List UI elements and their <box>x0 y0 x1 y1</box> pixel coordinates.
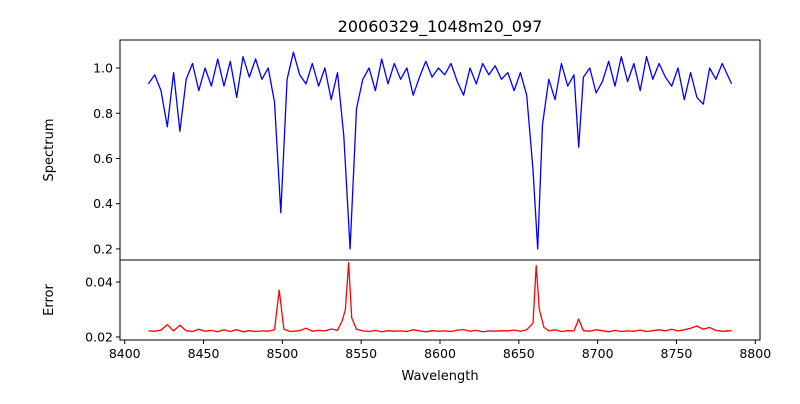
spectrum-ylabel: Spectrum <box>42 119 57 182</box>
y-tick-label: 1.0 <box>93 61 113 76</box>
x-tick-label: 8650 <box>503 346 535 361</box>
spectrum-axes: 0.2 0.4 0.6 0.8 1.0 <box>93 39 761 261</box>
spectrum-line <box>147 51 733 250</box>
y-tick-label: 0.8 <box>93 106 113 121</box>
axes-frame <box>119 259 761 341</box>
y-tick-label: 0.02 <box>85 329 113 344</box>
x-tick-label: 8700 <box>582 346 614 361</box>
x-tick-label: 8800 <box>739 346 771 361</box>
y-tick-label: 0.4 <box>93 196 113 211</box>
x-tick-label: 8500 <box>266 346 298 361</box>
error-line <box>148 262 732 333</box>
x-tick-label: 8400 <box>109 346 141 361</box>
x-tick-label: 8450 <box>188 346 220 361</box>
x-tick-label: 8750 <box>661 346 693 361</box>
x-tick-label: 8550 <box>345 346 377 361</box>
x-axis-label: Wavelength <box>401 369 478 384</box>
error-ylabel: Error <box>42 284 57 316</box>
y-tick-label: 0.04 <box>85 274 113 289</box>
error-axes: 0.02 0.04 8400 8450 8500 8550 8600 8650 8700 8750… <box>85 259 771 361</box>
y-tick-label: 0.6 <box>93 151 113 166</box>
x-tick-label: 8600 <box>424 346 456 361</box>
chart-title: 20060329_1048m20_097 <box>338 17 543 37</box>
y-tick-label: 0.2 <box>93 241 113 256</box>
